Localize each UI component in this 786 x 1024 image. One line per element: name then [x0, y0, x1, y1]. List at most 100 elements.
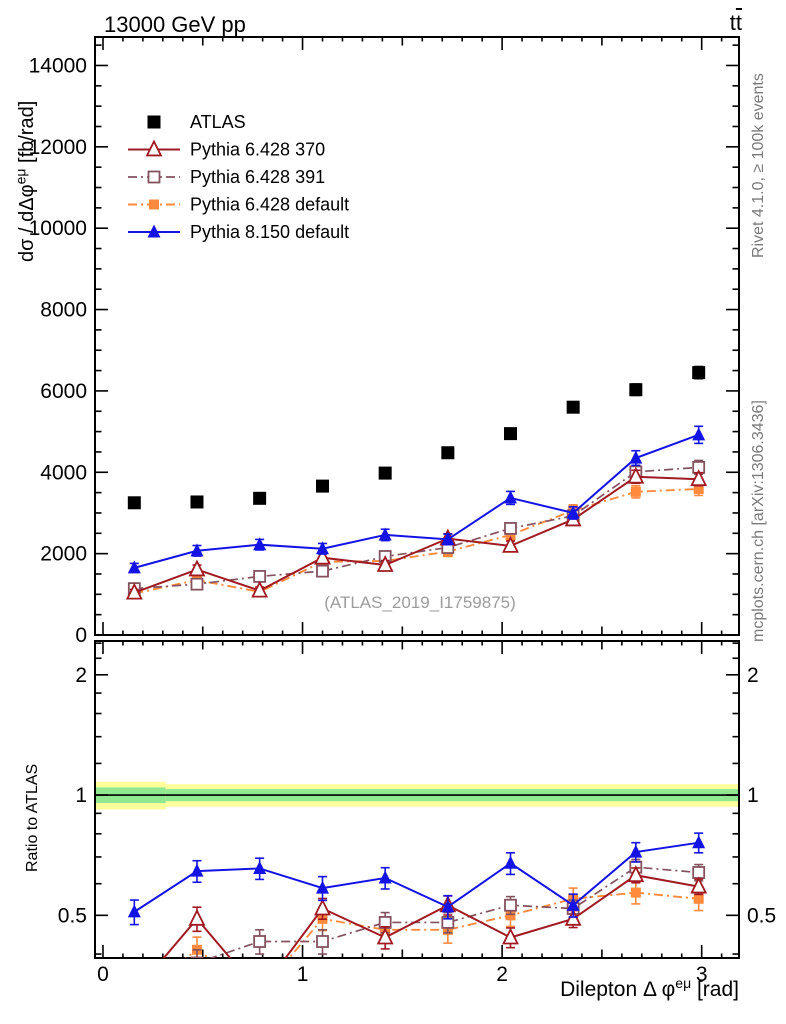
data-point: [629, 383, 643, 397]
data-point: [125, 582, 143, 600]
data-point: [129, 993, 139, 1003]
tick-label: 10000: [29, 217, 87, 240]
series-line: [133, 475, 699, 594]
data-point: [629, 450, 643, 464]
tick-label: 6000: [40, 380, 87, 403]
process-t: t: [729, 10, 736, 35]
data-point: [690, 876, 708, 894]
data-point: [378, 527, 392, 541]
data-point: [127, 904, 141, 918]
rivet-version-note: Rivet 4.1.0, ≥ 100k events: [750, 73, 767, 258]
data-point: [316, 880, 330, 894]
data-point: [253, 861, 267, 875]
x-axis-title: Dilepton Δ φeμ [rad]: [560, 975, 739, 1001]
data-point: [627, 466, 645, 484]
data-point: [190, 956, 204, 958]
main-series-pythia-8-150-default: [127, 425, 706, 574]
data-point: [505, 529, 516, 540]
data-point: [253, 537, 267, 551]
tick-label: 8000: [40, 299, 87, 322]
series-line: [184, 891, 699, 958]
data-point: [188, 908, 206, 926]
data-point: [378, 870, 392, 884]
data-point: [503, 855, 517, 869]
data-point: [316, 564, 329, 578]
data-point: [147, 224, 161, 238]
data-point: [316, 479, 330, 493]
data-point: [630, 887, 641, 898]
data-point: [502, 535, 519, 553]
ratio-uncertainty-band: [95, 781, 739, 810]
data-point: [255, 988, 265, 998]
series-line: [134, 466, 699, 590]
data-point: [566, 897, 580, 911]
main-panel-axes: [94, 36, 740, 636]
tick-label: 0: [75, 624, 87, 647]
data-point: [190, 577, 204, 591]
tick-label: 4000: [40, 461, 87, 484]
series-line: [162, 874, 699, 958]
data-point: [147, 115, 161, 129]
data-point: [253, 935, 267, 948]
ratio-axis-title: Ratio to ATLAS: [24, 763, 41, 872]
process-label: tt: [730, 10, 742, 36]
data-point: [441, 446, 455, 460]
data-point: [692, 835, 706, 849]
data-point: [190, 863, 204, 877]
tick-label: 2: [496, 963, 508, 986]
data-point: [629, 844, 643, 858]
data-point: [314, 547, 331, 565]
data-point: [376, 927, 394, 945]
data-point: [504, 522, 517, 535]
data-point: [149, 199, 159, 210]
tick-label: 3: [696, 963, 708, 986]
tick-label: 14000: [29, 54, 87, 77]
data-point: [316, 935, 329, 948]
data-point: [188, 559, 206, 577]
tick-label: 1: [747, 784, 759, 807]
tick-label: 0: [97, 963, 109, 986]
series-line: [133, 841, 699, 913]
beam-energy-title: 13000 GeV pp: [104, 12, 246, 37]
data-point: [147, 170, 161, 184]
series-line: [134, 433, 700, 569]
ratio-series-pythia-6-428-391: [129, 858, 706, 983]
data-point: [693, 893, 704, 904]
tick-label: 0.5: [747, 904, 776, 927]
data-point: [253, 570, 267, 583]
y-axis-title: dσ / dΔφeμ [fb/rad]: [12, 100, 38, 262]
data-point: [503, 490, 517, 504]
data-point: [190, 543, 204, 557]
legend-label: Pythia 6.428 default: [190, 195, 349, 215]
legend-label: Pythia 6.428 370: [190, 140, 325, 160]
y-axis-title-superscript: eμ: [12, 168, 29, 185]
data-point: [127, 985, 141, 999]
tick-label: 12000: [29, 136, 87, 159]
data-point: [692, 366, 706, 380]
main-series-pythia-6-428-391: [127, 459, 706, 596]
ratio-series-pythia-8-150-default: [127, 832, 706, 926]
data-point: [566, 400, 580, 414]
data-point: [378, 466, 392, 480]
process-tbar: t: [735, 10, 742, 35]
series-line: [134, 488, 699, 595]
legend-item-pythia-6-428-370: Pythia 6.428 370: [128, 139, 325, 160]
tick-label: 2: [75, 664, 87, 687]
data-point: [441, 899, 455, 913]
tick-label: 1: [297, 963, 309, 986]
data-point: [502, 927, 519, 945]
legend-label: Pythia 6.428 391: [190, 167, 325, 187]
data-point: [504, 898, 517, 912]
data-point: [129, 972, 140, 983]
data-point: [441, 531, 455, 545]
legend: ATLAS Pythia 6.428 370 Pythia 6.428 391 Pyt…: [128, 112, 349, 242]
data-point: [690, 469, 708, 487]
data-point: [316, 541, 330, 555]
data-point: [314, 898, 331, 916]
analysis-watermark: (ATLAS_2019_I1759875): [324, 593, 516, 612]
axis-tick-labels: 0 2000 4000 6000 8000 10000 12000 14000 0.5 0.5 1 1…: [29, 54, 777, 986]
data-point: [630, 486, 641, 497]
tick-label: 1: [75, 784, 87, 807]
